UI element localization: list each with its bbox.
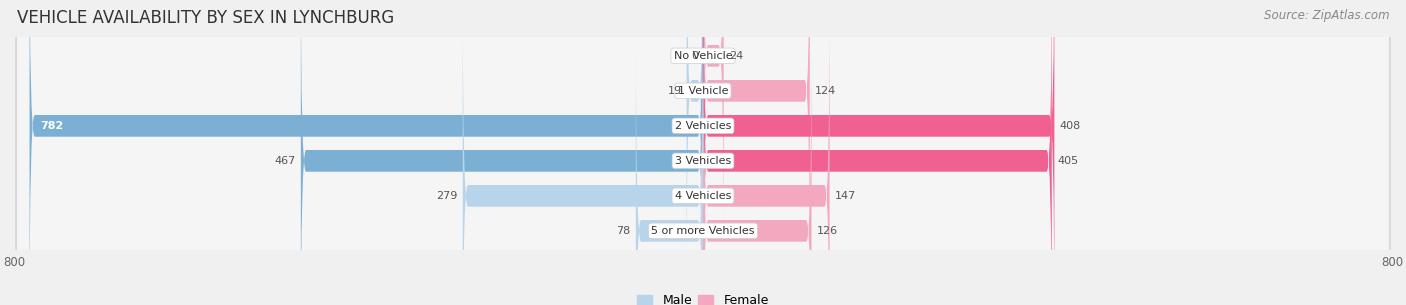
Text: 147: 147: [835, 191, 856, 201]
Text: 2 Vehicles: 2 Vehicles: [675, 121, 731, 131]
FancyBboxPatch shape: [703, 0, 810, 290]
FancyBboxPatch shape: [15, 0, 1391, 305]
Text: VEHICLE AVAILABILITY BY SEX IN LYNCHBURG: VEHICLE AVAILABILITY BY SEX IN LYNCHBURG: [17, 9, 394, 27]
Text: 24: 24: [728, 51, 744, 61]
FancyBboxPatch shape: [15, 0, 1391, 305]
Text: 5 or more Vehicles: 5 or more Vehicles: [651, 226, 755, 236]
FancyBboxPatch shape: [17, 0, 1389, 305]
FancyBboxPatch shape: [703, 32, 811, 305]
FancyBboxPatch shape: [17, 0, 1389, 305]
FancyBboxPatch shape: [15, 0, 1391, 305]
FancyBboxPatch shape: [15, 0, 1391, 305]
Text: 279: 279: [436, 191, 457, 201]
FancyBboxPatch shape: [703, 0, 830, 305]
Text: 78: 78: [616, 226, 631, 236]
FancyBboxPatch shape: [301, 0, 703, 305]
Text: 3 Vehicles: 3 Vehicles: [675, 156, 731, 166]
FancyBboxPatch shape: [463, 0, 703, 305]
FancyBboxPatch shape: [686, 0, 703, 290]
FancyBboxPatch shape: [17, 0, 1389, 305]
Text: No Vehicle: No Vehicle: [673, 51, 733, 61]
FancyBboxPatch shape: [636, 32, 703, 305]
FancyBboxPatch shape: [703, 0, 724, 255]
Text: 408: 408: [1060, 121, 1081, 131]
Text: 467: 467: [274, 156, 295, 166]
Text: 1 Vehicle: 1 Vehicle: [678, 86, 728, 96]
FancyBboxPatch shape: [703, 0, 1052, 305]
FancyBboxPatch shape: [30, 0, 703, 305]
Text: 405: 405: [1057, 156, 1078, 166]
FancyBboxPatch shape: [17, 0, 1389, 305]
Text: Source: ZipAtlas.com: Source: ZipAtlas.com: [1264, 9, 1389, 22]
Text: 782: 782: [39, 121, 63, 131]
Text: 4 Vehicles: 4 Vehicles: [675, 191, 731, 201]
Text: 126: 126: [817, 226, 838, 236]
Text: 19: 19: [668, 86, 682, 96]
FancyBboxPatch shape: [15, 0, 1391, 305]
Text: 124: 124: [815, 86, 837, 96]
FancyBboxPatch shape: [15, 0, 1391, 305]
FancyBboxPatch shape: [703, 0, 1054, 305]
FancyBboxPatch shape: [17, 0, 1389, 305]
Text: 0: 0: [692, 51, 699, 61]
FancyBboxPatch shape: [17, 0, 1389, 305]
Legend: Male, Female: Male, Female: [633, 289, 773, 305]
